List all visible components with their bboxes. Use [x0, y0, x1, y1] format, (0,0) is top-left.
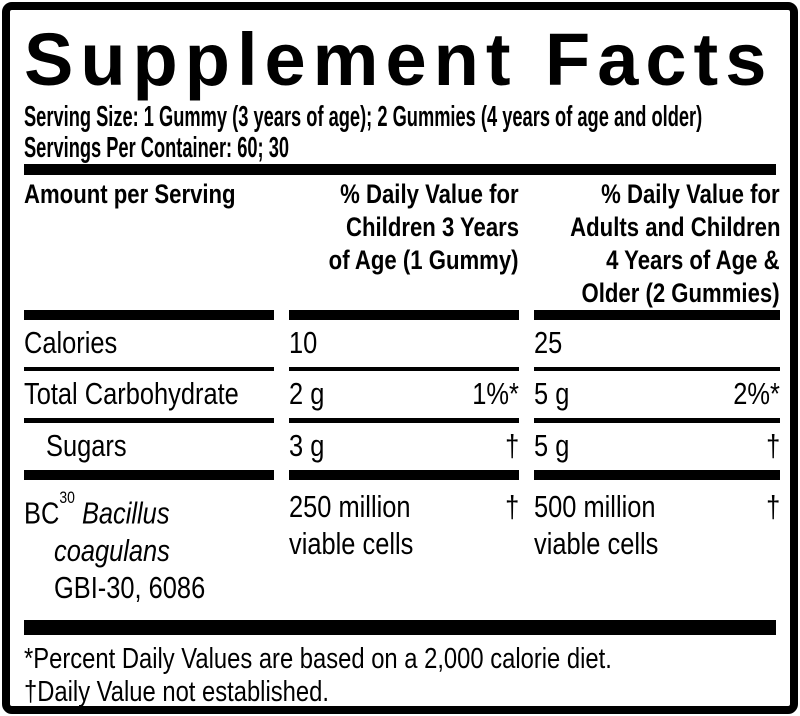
table-row-sugars: Sugars 3 g † 5 g † [24, 423, 780, 470]
amount-children: 3 g [289, 428, 325, 464]
header-amount-per-serving: Amount per Serving [24, 179, 236, 210]
divider-header-segmented [24, 310, 780, 321]
amount-adults: 5 g [534, 428, 570, 464]
strain-id: GBI-30, 6086 [54, 569, 206, 605]
amount-adults: 25 [534, 325, 563, 361]
dv-children: † [504, 489, 519, 525]
amount-children: 10 [289, 325, 318, 361]
serving-info: Serving Size: 1 Gummy (3 years of age); … [24, 102, 776, 164]
table-row-calories: Calories 10 25 [24, 320, 776, 367]
nutrient-name: Total Carbohydrate [24, 376, 239, 412]
header-dv-adults: % Daily Value for Adults and Children 4 … [569, 179, 780, 309]
header-dv-children: % Daily Value for Children 3 Years of Ag… [329, 179, 519, 276]
page-title: Supplement Facts [24, 18, 774, 101]
servings-per-container-text: Servings Per Container: 60; 30 [24, 132, 290, 165]
dv-children: † [504, 428, 519, 464]
amount-children-cells: 250 million viable cells † [289, 489, 519, 562]
dv-children: 1%* [472, 376, 519, 412]
divider-thick-bottom [24, 619, 776, 635]
divider-medium-segmented [24, 470, 780, 481]
divider-thin-segmented [24, 418, 780, 424]
footnotes: *Percent Daily Values are based on a 2,0… [24, 635, 776, 708]
nutrient-name: Sugars [46, 428, 127, 464]
footnote-dv-not-established: †Daily Value not established. [24, 675, 329, 708]
divider-thick-top [24, 164, 776, 176]
serving-size-text: Serving Size: 1 Gummy (3 years of age); … [24, 101, 703, 134]
table-row-total-carbohydrate: Total Carbohydrate 2 g 1%* 5 g 2%* [24, 371, 780, 418]
dv-adults: 2%* [733, 376, 780, 412]
amount-adults: 5 g [534, 376, 570, 412]
superscript-30: 30 [59, 488, 75, 508]
amount-adults-cells: 500 million viable cells † [534, 489, 780, 562]
divider-thin-segmented [24, 367, 780, 372]
nutrient-name: Calories [24, 325, 118, 361]
table-row-bc30-bacillus-coagulans: BC30 Bacillus coagulans GBI-30, 6086 250… [24, 480, 780, 605]
footnote-percent-dv: *Percent Daily Values are based on a 2,0… [24, 642, 612, 675]
table-header-row: Amount per Serving % Daily Value for Chi… [24, 175, 780, 310]
dv-adults: † [765, 489, 780, 525]
dv-adults: † [765, 428, 780, 464]
amount-children: 2 g [289, 376, 325, 412]
ingredient-name: BC30 Bacillus coagulans GBI-30, 6086 [24, 488, 206, 605]
